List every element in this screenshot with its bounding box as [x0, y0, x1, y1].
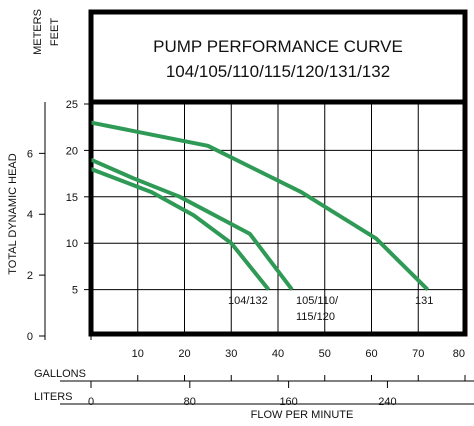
- y-tick-meters: 6: [27, 148, 33, 160]
- chart-title: PUMP PERFORMANCE CURVE: [153, 37, 403, 56]
- y-tick-feet: 15: [66, 192, 78, 204]
- y-tick-meters: 2: [27, 270, 33, 282]
- x-ticks: 10 20 30 40 50 60 70 80 0 80 160 240: [88, 348, 466, 408]
- series-line-0: [90, 167, 271, 291]
- y-tick-feet: 25: [66, 99, 78, 111]
- y-ticks: 5 10 15 20 25 0 2 4 6: [27, 99, 91, 343]
- y-tick-feet: 5: [72, 285, 78, 297]
- x-tick-gallons: 70: [412, 348, 424, 360]
- liters-unit-label: LITERS: [34, 391, 73, 403]
- x-tick-gallons: 50: [319, 348, 331, 360]
- grid: [91, 102, 465, 334]
- x-tick-gallons: 20: [178, 348, 190, 360]
- x-tick-gallons: 30: [225, 348, 237, 360]
- series-line-1: [90, 157, 294, 291]
- y-tick-meters: 0: [27, 331, 33, 343]
- gallons-unit-label: GALLONS: [34, 368, 86, 380]
- x-tick-gallons: 60: [365, 348, 377, 360]
- feet-unit-label: FEET: [49, 18, 61, 46]
- series-line-2: [90, 120, 430, 292]
- x-tick-gallons: 40: [272, 348, 284, 360]
- y-tick-feet: 20: [66, 145, 78, 157]
- chart-subtitle: 104/105/110/115/120/131/132: [166, 62, 390, 81]
- x-tick-liters: 160: [279, 396, 297, 408]
- x-tick-liters: 240: [378, 396, 396, 408]
- meters-unit-label: METERS: [32, 9, 44, 55]
- series-label-131: 131: [415, 295, 433, 307]
- x-tick-gallons: 10: [132, 348, 144, 360]
- y-tick-feet: 10: [66, 238, 78, 250]
- series-label-115-120: 115/120: [296, 311, 335, 323]
- x-tick-liters: 80: [184, 396, 196, 408]
- series-label-104-132: 104/132: [228, 295, 268, 307]
- x-axis-label: FLOW PER MINUTE: [251, 409, 354, 421]
- y-axis-label: TOTAL DYNAMIC HEAD: [7, 153, 19, 274]
- series-label-105-110: 105/110/: [296, 295, 339, 307]
- series-layer: [90, 120, 430, 292]
- x-tick-liters: 0: [88, 396, 94, 408]
- title-box: [88, 9, 468, 105]
- y-tick-meters: 4: [27, 209, 33, 221]
- x-tick-gallons: 80: [453, 348, 465, 360]
